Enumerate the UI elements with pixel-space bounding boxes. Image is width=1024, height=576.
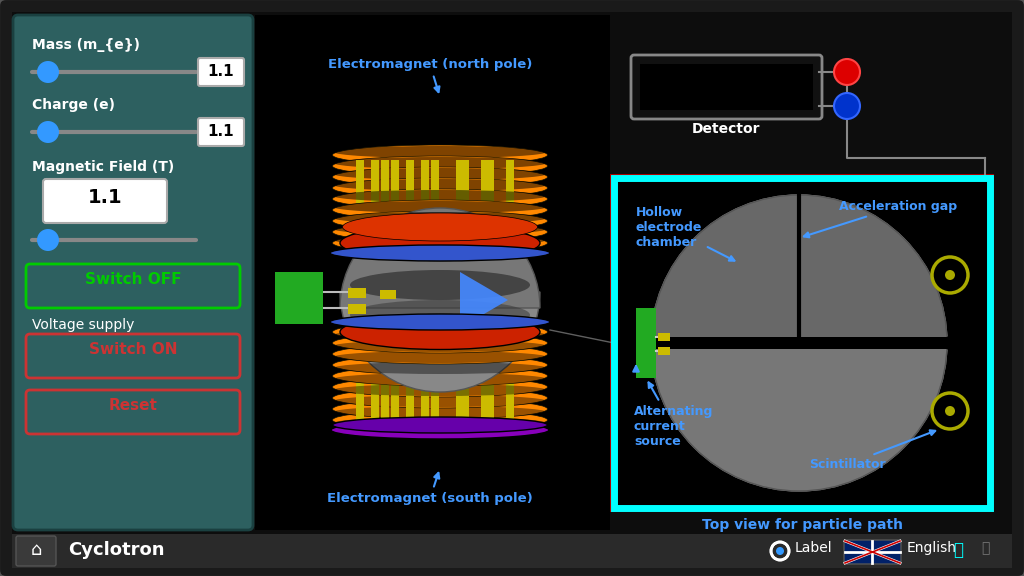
FancyBboxPatch shape: [631, 55, 822, 119]
Bar: [348, 288, 366, 298]
FancyBboxPatch shape: [43, 179, 167, 223]
Ellipse shape: [334, 223, 547, 235]
Text: 1.1: 1.1: [88, 188, 122, 207]
Bar: [380, 290, 396, 299]
Bar: [461, 160, 469, 430]
Ellipse shape: [334, 373, 547, 385]
Text: 📷: 📷: [981, 541, 989, 555]
Bar: [486, 160, 494, 430]
Text: Mass (m_{e}): Mass (m_{e}): [32, 38, 140, 52]
Circle shape: [932, 257, 968, 293]
Bar: [614, 178, 990, 508]
Bar: [275, 272, 323, 324]
Text: Detector: Detector: [692, 122, 760, 136]
Circle shape: [834, 93, 860, 119]
FancyBboxPatch shape: [198, 118, 244, 146]
Text: 1.1: 1.1: [208, 64, 234, 79]
Bar: [614, 178, 990, 508]
Bar: [636, 308, 656, 378]
Circle shape: [834, 59, 860, 85]
Text: ⛶: ⛶: [953, 541, 963, 559]
Text: ⌂: ⌂: [31, 541, 42, 559]
Polygon shape: [460, 272, 508, 328]
Ellipse shape: [334, 212, 547, 224]
Ellipse shape: [334, 395, 547, 407]
Bar: [658, 333, 670, 341]
Ellipse shape: [333, 156, 548, 176]
Ellipse shape: [342, 213, 538, 241]
Text: 1.1: 1.1: [208, 124, 234, 139]
Text: Magnetic Field (T): Magnetic Field (T): [32, 160, 174, 174]
Ellipse shape: [334, 406, 547, 418]
Ellipse shape: [334, 362, 547, 374]
Ellipse shape: [333, 366, 548, 386]
Ellipse shape: [333, 417, 548, 433]
Text: Cyclotron: Cyclotron: [68, 541, 165, 559]
Bar: [481, 160, 489, 430]
Text: Alternating
current
source: Alternating current source: [634, 382, 714, 448]
Ellipse shape: [330, 314, 550, 330]
Bar: [391, 160, 399, 430]
Text: Hollow
electrode
chamber: Hollow electrode chamber: [636, 206, 734, 261]
Wedge shape: [651, 195, 947, 343]
Bar: [644, 336, 957, 350]
Circle shape: [932, 393, 968, 429]
Bar: [431, 160, 439, 430]
Ellipse shape: [350, 300, 530, 330]
FancyBboxPatch shape: [13, 15, 253, 530]
Text: Charge (e): Charge (e): [32, 98, 115, 112]
Ellipse shape: [333, 145, 548, 165]
Bar: [406, 160, 414, 430]
Bar: [610, 174, 994, 512]
Text: Switch OFF: Switch OFF: [85, 272, 181, 287]
Text: Reset: Reset: [109, 398, 158, 413]
Ellipse shape: [333, 355, 548, 375]
Bar: [640, 64, 813, 110]
Circle shape: [776, 547, 784, 555]
Bar: [371, 160, 379, 430]
Text: Top view for particle path: Top view for particle path: [701, 518, 902, 532]
Bar: [642, 337, 949, 349]
FancyBboxPatch shape: [26, 390, 240, 434]
Ellipse shape: [333, 410, 548, 430]
FancyBboxPatch shape: [844, 540, 901, 564]
Circle shape: [945, 270, 955, 280]
Ellipse shape: [334, 340, 547, 352]
Ellipse shape: [331, 421, 549, 439]
Ellipse shape: [334, 351, 547, 363]
Ellipse shape: [350, 270, 530, 300]
Circle shape: [37, 229, 59, 251]
FancyBboxPatch shape: [198, 58, 244, 86]
Text: Electromagnet (south pole): Electromagnet (south pole): [327, 473, 532, 505]
Text: Switch ON: Switch ON: [89, 342, 177, 357]
Ellipse shape: [333, 178, 548, 198]
Circle shape: [651, 195, 947, 491]
Ellipse shape: [333, 189, 548, 209]
Wedge shape: [340, 208, 540, 308]
Bar: [456, 160, 464, 430]
Ellipse shape: [340, 314, 540, 350]
Circle shape: [37, 121, 59, 143]
Ellipse shape: [334, 157, 547, 169]
Ellipse shape: [334, 146, 547, 158]
Bar: [12, 534, 1012, 568]
Wedge shape: [651, 343, 947, 491]
Ellipse shape: [333, 399, 548, 419]
Ellipse shape: [333, 388, 548, 408]
Ellipse shape: [333, 377, 548, 397]
Ellipse shape: [334, 179, 547, 191]
Bar: [506, 160, 514, 430]
Bar: [330, 282, 550, 318]
Bar: [421, 160, 429, 430]
Ellipse shape: [334, 329, 547, 341]
Ellipse shape: [333, 167, 548, 187]
Text: Voltage supply: Voltage supply: [32, 318, 134, 332]
Ellipse shape: [333, 211, 548, 231]
Ellipse shape: [334, 201, 547, 213]
Ellipse shape: [330, 245, 550, 261]
Ellipse shape: [333, 200, 548, 220]
Ellipse shape: [334, 168, 547, 180]
Bar: [255, 15, 610, 530]
Ellipse shape: [334, 384, 547, 396]
